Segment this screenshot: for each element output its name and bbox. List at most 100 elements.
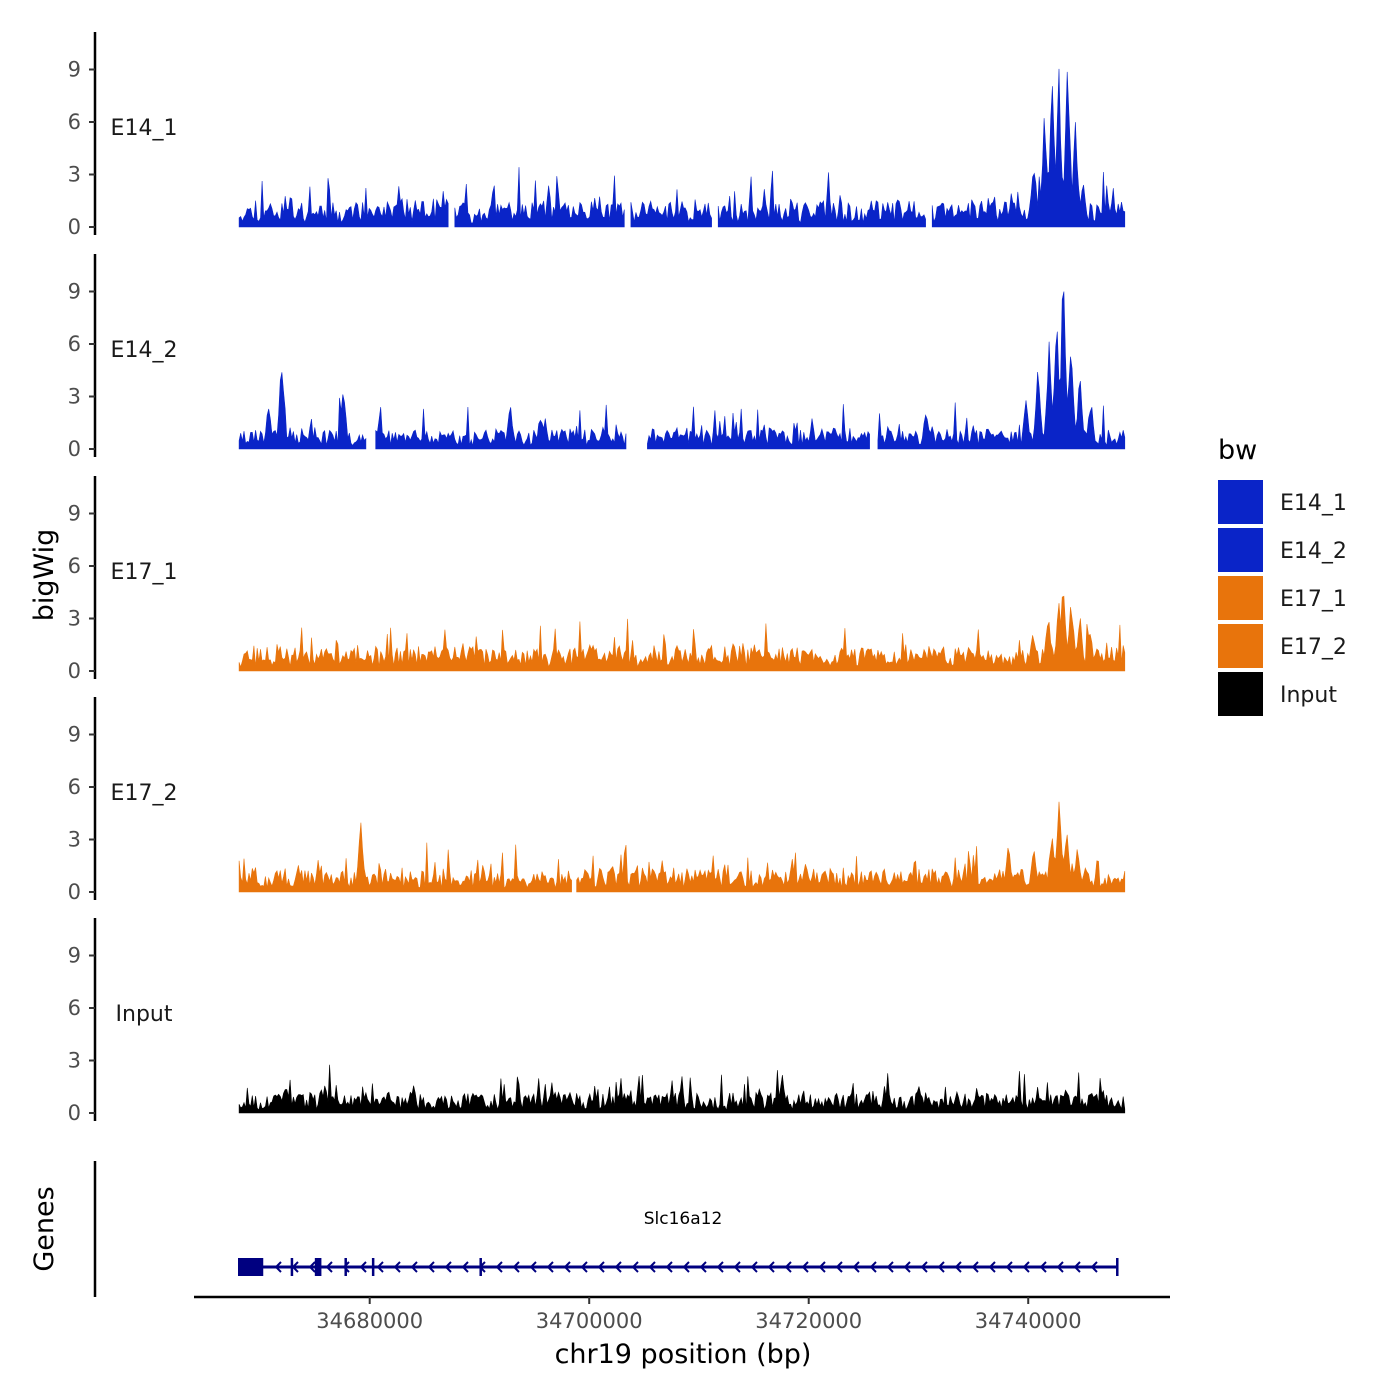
signal-area [877, 291, 1126, 450]
strand-arrow [920, 1261, 928, 1273]
track-E17_2: 0 3 6 9 E17_2 [68, 697, 1126, 904]
strand-arrow [682, 1261, 690, 1273]
legend-label: Input [1280, 683, 1337, 708]
legend-swatch [1218, 624, 1263, 668]
legend-label: E17_2 [1280, 635, 1347, 660]
signal-area [630, 189, 712, 228]
strand-arrow [359, 1261, 367, 1273]
strand-arrow [750, 1261, 758, 1273]
x-tick-label: 34680000 [316, 1309, 423, 1333]
strand-arrow [733, 1261, 741, 1273]
signal-area [238, 372, 367, 450]
strand-arrow [495, 1261, 503, 1273]
legend-swatch [1218, 480, 1263, 524]
track-E17_1: 0 3 6 9 E17_1 [68, 476, 1126, 683]
genes-axis-title: Genes [29, 1186, 60, 1271]
signal-area [454, 167, 625, 228]
signal-area [576, 801, 1126, 893]
strand-arrow [1073, 1261, 1081, 1273]
strand-arrow [325, 1261, 333, 1273]
gene-exon [314, 1258, 322, 1276]
strand-arrow [427, 1261, 435, 1273]
strand-arrow [597, 1261, 605, 1273]
gene-name: Slc16a12 [644, 1209, 723, 1229]
strand-arrow [1005, 1261, 1013, 1273]
strand-arrow [1022, 1261, 1030, 1273]
strand-arrow [988, 1261, 996, 1273]
legend-swatch [1218, 672, 1263, 716]
y-tick-label: 9 [68, 280, 81, 304]
x-axis-title: chr19 position (bp) [555, 1339, 812, 1370]
strand-arrow [648, 1261, 656, 1273]
signal-area [375, 404, 627, 450]
strand-arrow [699, 1261, 707, 1273]
track-label: Input [116, 1002, 173, 1027]
legend-label: E17_1 [1280, 587, 1347, 612]
strand-arrow [393, 1261, 401, 1273]
x-tick-label: 34720000 [755, 1309, 862, 1333]
track-label: E17_2 [111, 781, 178, 806]
y-tick-label: 3 [68, 828, 81, 852]
strand-arrow [767, 1261, 775, 1273]
y-tick-label: 9 [68, 944, 81, 968]
strand-arrow [614, 1261, 622, 1273]
y-tick-label: 3 [68, 607, 81, 631]
x-axis: 34680000 34700000 34720000 34740000 [194, 1295, 1170, 1333]
y-tick-label: 0 [68, 659, 81, 683]
y-tick-label: 6 [68, 775, 81, 799]
legend-swatch [1218, 528, 1263, 572]
gene-exon [290, 1258, 294, 1276]
y-tick-label: 6 [68, 110, 81, 134]
track-E14_2: 0 3 6 9 E14_2 [68, 254, 1126, 461]
y-tick-label: 9 [68, 58, 81, 82]
y-tick-label: 3 [68, 1049, 81, 1073]
legend-title: bw [1218, 435, 1257, 466]
legend-swatch [1218, 576, 1263, 620]
y-tick-label: 0 [68, 1101, 81, 1125]
track-E14_1: 0 3 6 9 E14_1 [68, 32, 1126, 239]
strand-arrow [563, 1261, 571, 1273]
y-tick-label: 3 [68, 163, 81, 187]
strand-arrow [903, 1261, 911, 1273]
y-tick-label: 0 [68, 215, 81, 239]
gene-exon [344, 1258, 347, 1276]
strand-arrow [308, 1261, 316, 1273]
strand-arrow [1056, 1261, 1064, 1273]
strand-arrow [580, 1261, 588, 1273]
track-label: E17_1 [111, 560, 178, 585]
signal-area [931, 68, 1126, 228]
x-tick-label: 34740000 [975, 1309, 1082, 1333]
strand-arrow [342, 1261, 350, 1273]
track-label: E14_1 [111, 116, 178, 141]
strand-arrow [937, 1261, 945, 1273]
track-label: E14_2 [111, 338, 178, 363]
strand-arrow [665, 1261, 673, 1273]
strand-arrow [852, 1261, 860, 1273]
y-tick-label: 6 [68, 332, 81, 356]
strand-arrow [954, 1261, 962, 1273]
strand-arrow [461, 1261, 469, 1273]
gene-panel: Slc16a12 [93, 1161, 1119, 1297]
strand-arrow [886, 1261, 894, 1273]
y-tick-label: 9 [68, 502, 81, 526]
strand-arrow [274, 1261, 282, 1273]
strand-arrow [444, 1261, 452, 1273]
strand-arrow [971, 1261, 979, 1273]
y-tick-label: 6 [68, 996, 81, 1020]
y-tick-label: 0 [68, 437, 81, 461]
signal-tracks: 0 3 6 9 E14_1 0 3 6 9 E14_2 0 3 6 9 E17_1 0 3 6 9 E17_2 0 3 6 9… [68, 32, 1126, 1125]
strand-arrow [869, 1261, 877, 1273]
gene-exon [371, 1258, 375, 1276]
gene-exon [1116, 1258, 1119, 1276]
signal-area [717, 170, 926, 228]
gene-exon [238, 1258, 264, 1276]
signal-area [238, 595, 1126, 672]
signal-area [647, 404, 870, 450]
strand-arrow [631, 1261, 639, 1273]
track-Input: 0 3 6 9 Input [68, 918, 1126, 1125]
signal-area [238, 178, 449, 228]
y-tick-label: 0 [68, 880, 81, 904]
strand-arrow [1039, 1261, 1047, 1273]
gene-exon [479, 1258, 482, 1276]
